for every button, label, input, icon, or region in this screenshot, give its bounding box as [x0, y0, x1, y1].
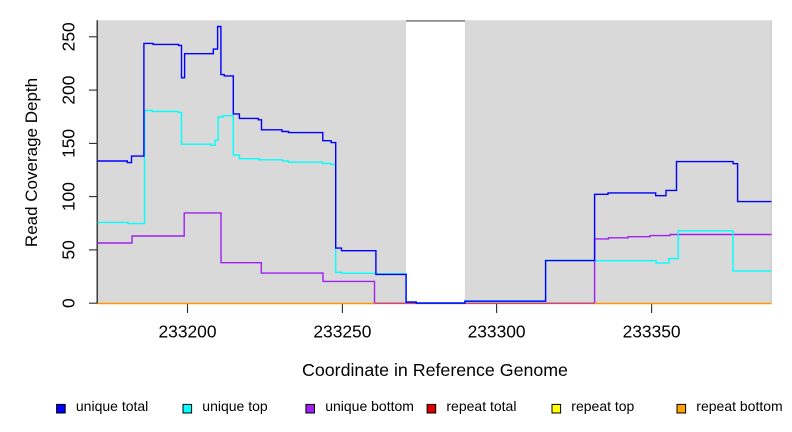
svg-text:Coordinate in Reference Genome: Coordinate in Reference Genome: [302, 360, 568, 380]
svg-text:233300: 233300: [468, 321, 526, 341]
svg-text:0: 0: [58, 298, 78, 308]
svg-text:repeat bottom: repeat bottom: [696, 398, 782, 414]
svg-text:100: 100: [58, 182, 78, 211]
svg-text:unique total: unique total: [76, 398, 148, 414]
svg-text:200: 200: [58, 76, 78, 105]
svg-text:Read Coverage Depth: Read Coverage Depth: [22, 78, 41, 247]
svg-text:150: 150: [58, 129, 78, 158]
svg-text:unique top: unique top: [202, 398, 268, 414]
svg-text:unique bottom: unique bottom: [325, 398, 414, 414]
svg-text:233350: 233350: [623, 321, 681, 341]
svg-text:repeat total: repeat total: [446, 398, 516, 414]
svg-text:repeat top: repeat top: [571, 398, 634, 414]
svg-text:233250: 233250: [313, 321, 371, 341]
svg-text:50: 50: [58, 240, 78, 259]
svg-text:250: 250: [58, 22, 78, 51]
svg-text:233200: 233200: [158, 321, 216, 341]
